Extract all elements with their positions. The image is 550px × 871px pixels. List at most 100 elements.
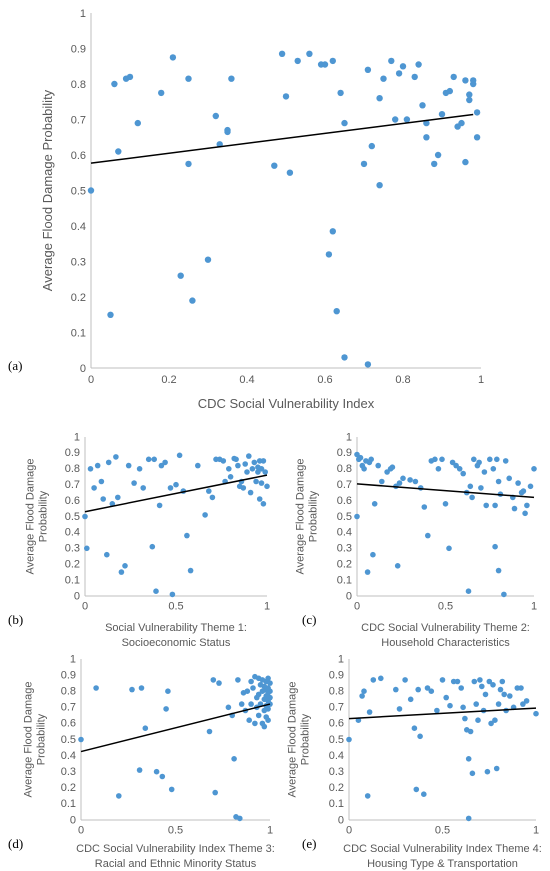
data-point: [134, 119, 141, 127]
data-point: [357, 454, 364, 461]
data-point: [364, 361, 372, 368]
y-tick-label: 0.4: [65, 527, 80, 539]
data-point: [515, 480, 521, 486]
data-point: [98, 478, 105, 485]
data-point: [158, 462, 165, 469]
trend-line: [84, 474, 268, 513]
data-point: [462, 77, 469, 84]
x-tick-label: 0.4: [239, 374, 254, 386]
data-point: [185, 160, 192, 168]
data-point: [481, 469, 488, 475]
data-point: [446, 87, 453, 95]
data-point: [524, 502, 530, 509]
data-point: [471, 456, 477, 463]
y-tick-label: 0.6: [337, 495, 352, 507]
chart-panel: 0 0.1 0.2 0.3 0.4 0.5 0.6 0.7 0.8 0.9 1 0 0.5 1 CDC So…: [287, 653, 542, 870]
x-tick-label: 0: [88, 374, 94, 386]
y-tick-label: 0.8: [337, 463, 352, 475]
data-point: [465, 588, 472, 594]
data-point: [520, 701, 526, 707]
data-point: [419, 102, 426, 109]
data-point: [250, 685, 256, 691]
data-point: [267, 688, 273, 694]
data-point: [486, 678, 493, 685]
x-tick-label: 0.5: [435, 825, 450, 837]
data-point: [246, 717, 252, 723]
data-point: [425, 532, 431, 539]
x-tick-label: 0.5: [168, 825, 183, 837]
data-point: [78, 736, 84, 743]
data-point: [396, 706, 403, 712]
data-point: [248, 701, 254, 707]
data-point: [476, 459, 482, 466]
x-tick-label: 1: [267, 825, 273, 837]
data-point: [176, 452, 183, 459]
data-point: [261, 723, 268, 730]
data-point: [413, 786, 420, 793]
y-tick-label: 0: [74, 590, 80, 602]
y-tick-label: 0.7: [329, 702, 344, 714]
data-point: [249, 466, 256, 472]
chart-panel: 0 0.1 0.2 0.3 0.4 0.5 0.6 0.7 0.8 0.9 1 0 0.2 0.4 0.6 0…: [8, 8, 484, 411]
y-tick-label: 0: [70, 814, 76, 826]
data-point: [407, 477, 413, 483]
data-point: [220, 458, 227, 464]
data-point: [100, 496, 106, 502]
data-point: [527, 483, 534, 490]
data-point: [153, 588, 159, 594]
data-point: [520, 488, 527, 494]
data-point: [361, 688, 367, 694]
y-tick-label: 0.9: [61, 669, 76, 681]
data-point: [87, 187, 95, 194]
data-point: [473, 701, 480, 707]
data-point: [267, 680, 273, 686]
data-point: [364, 569, 371, 575]
data-point: [251, 459, 258, 466]
x-tick-label: 0.5: [438, 601, 453, 613]
data-point: [265, 675, 271, 682]
data-point: [368, 456, 375, 463]
data-point: [502, 458, 509, 464]
y-tick-label: 0.9: [65, 447, 80, 459]
data-point: [492, 543, 498, 550]
data-point: [431, 160, 438, 168]
data-point: [460, 470, 467, 477]
data-point: [523, 698, 530, 704]
data-point: [244, 688, 251, 694]
data-point: [484, 768, 491, 775]
data-point: [423, 134, 430, 141]
y-tick-label: 0.2: [337, 559, 352, 571]
y-tick-label: 1: [338, 653, 344, 665]
data-point: [209, 494, 216, 501]
data-point: [465, 756, 472, 762]
data-point: [403, 116, 411, 123]
y-tick-label: 0.1: [329, 798, 344, 810]
data-point: [388, 57, 395, 65]
data-point: [129, 686, 135, 693]
data-point: [483, 502, 490, 509]
data-point: [162, 459, 168, 466]
data-point: [94, 462, 101, 469]
y-tick-label: 0.3: [71, 256, 86, 268]
data-point: [233, 456, 239, 463]
x-tick-label: 0: [78, 825, 84, 837]
data-point: [262, 469, 269, 475]
data-point: [115, 494, 121, 501]
data-point: [488, 720, 494, 727]
y-tick-label: 0.6: [61, 718, 76, 730]
data-point: [235, 462, 241, 469]
data-point: [395, 70, 403, 77]
data-point: [392, 116, 399, 123]
data-point: [456, 466, 463, 472]
data-point: [195, 462, 201, 469]
data-point: [113, 454, 119, 460]
data-point: [375, 462, 382, 469]
trend-line: [80, 703, 271, 753]
data-point: [467, 483, 474, 490]
data-point: [454, 678, 461, 685]
data-point: [107, 311, 114, 318]
data-point: [267, 694, 273, 701]
data-point: [118, 569, 125, 575]
data-point: [184, 532, 190, 539]
data-point: [231, 756, 237, 762]
